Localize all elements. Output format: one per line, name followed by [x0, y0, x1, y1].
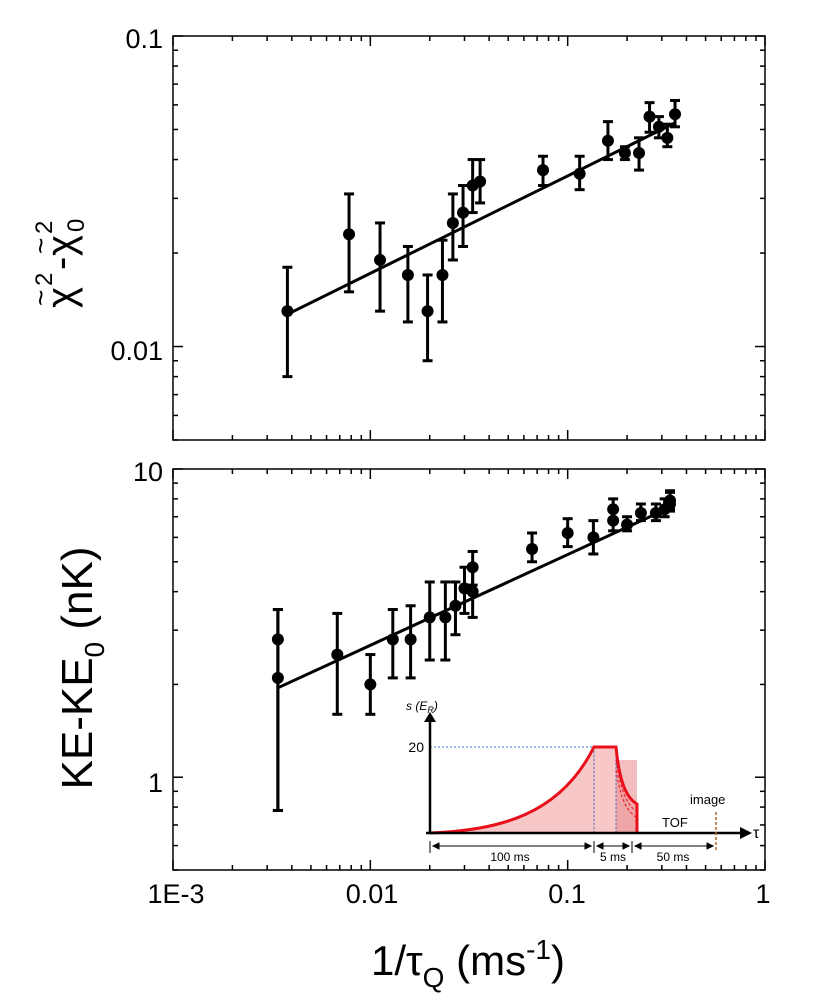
xtick-label-0.1: 0.1	[548, 879, 586, 909]
arrowhead	[431, 842, 440, 850]
bottom-y-axis-label: KE-KE0 (nK)	[53, 547, 110, 790]
bottom-ylabel-main: KE-KE	[53, 657, 102, 789]
bottom-data-point	[439, 611, 452, 624]
bottom-data-series	[271, 489, 676, 812]
interval-label-100ms: 100 ms	[490, 850, 529, 864]
ylabel-chi-2: χ	[39, 235, 83, 256]
top-data-point	[457, 206, 470, 219]
ylabel-tilde-2: ~	[25, 238, 56, 254]
xlabel-post: )	[551, 937, 565, 984]
xlabel-pre: 1/	[371, 937, 406, 984]
top-data-series	[281, 98, 682, 379]
arrowhead	[633, 842, 642, 850]
ylabel-sup: 2	[31, 273, 58, 286]
ylabel-tilde: ~	[25, 290, 56, 306]
xtick-label-1e-3: 1E-3	[147, 879, 204, 909]
bottom-data-point	[587, 531, 600, 544]
ylabel-sup-2: 2	[31, 221, 58, 234]
top-data-point	[281, 305, 294, 318]
xlabel-sup: -1	[526, 934, 551, 965]
inset-ylabel-end: )	[432, 699, 438, 713]
top-data-point	[643, 110, 656, 123]
top-data-point	[573, 167, 586, 180]
inset-tau-label: τ	[753, 825, 760, 842]
inset-level-label: 20	[408, 739, 424, 755]
top-fit-line	[286, 121, 676, 316]
bottom-data-point	[449, 599, 462, 612]
interval-label-50ms: 50 ms	[657, 850, 690, 864]
bottom-axis-ticks	[172, 468, 766, 871]
ylabel-dash: -	[39, 257, 83, 270]
bottom-data-point	[271, 671, 284, 684]
bottom-data-point	[561, 526, 574, 539]
arrowhead	[622, 842, 631, 850]
bottom-ylabel-unit: (nK)	[53, 547, 102, 642]
interval-label-5ms: 5 ms	[600, 850, 626, 864]
top-data-point	[669, 108, 682, 121]
ylabel-chi: χ	[39, 287, 83, 308]
bottom-data-point	[331, 648, 344, 661]
top-data-point	[601, 134, 614, 147]
xtick-label-0.01: 0.01	[346, 879, 399, 909]
top-panel: 0.1 0.01 χ ~ 2 - χ ~ 2 0	[25, 24, 766, 441]
top-ytick-label-0.1: 0.1	[125, 24, 163, 54]
bottom-plot-frame	[172, 468, 766, 871]
xlabel-tau: τ	[406, 937, 423, 984]
xtick-label-1: 1	[755, 879, 770, 909]
bottom-data-point	[526, 543, 539, 556]
bottom-data-point	[634, 506, 647, 519]
top-data-point	[474, 175, 487, 188]
bottom-panel: 100 ms 5 ms 50 ms TOF image τ 20 s (ER) …	[53, 457, 771, 993]
top-data-point	[661, 131, 674, 144]
top-data-point	[446, 216, 459, 229]
inset-ylabel-main: s (E	[406, 699, 428, 713]
bottom-ytick-label-10: 10	[133, 457, 163, 487]
top-data-point	[343, 228, 356, 241]
bottom-ylabel: KE-KE0 (nK)	[53, 547, 110, 790]
inset-alt-curves	[615, 759, 638, 819]
xlabel-mid: (ms	[444, 937, 526, 984]
xlabel-sub: Q	[423, 962, 445, 993]
x-axis-label: 1/τQ (ms-1)	[371, 934, 565, 993]
inset-ramp-fill	[430, 747, 637, 833]
inset-diagram: 100 ms 5 ms 50 ms TOF image τ 20 s (ER)	[406, 699, 760, 864]
top-data-point	[436, 268, 449, 281]
arrowhead	[584, 842, 593, 850]
bottom-data-point	[423, 611, 436, 624]
top-y-axis-label: χ ~ 2 - χ ~ 2 0	[25, 219, 90, 308]
arrowhead	[595, 842, 604, 850]
inset-time-arrowhead	[740, 827, 752, 839]
top-data-point	[537, 164, 550, 177]
bottom-data-point	[621, 518, 634, 531]
top-axis-ticks	[172, 35, 766, 441]
bottom-ytick-label-1: 1	[148, 768, 163, 798]
bottom-data-point	[364, 678, 377, 691]
inset-ylabel: s (ER)	[406, 699, 438, 715]
top-data-point	[633, 146, 646, 159]
inset-image-label: image	[690, 792, 725, 807]
bottom-data-point	[466, 585, 479, 598]
bottom-data-point	[663, 494, 676, 507]
bottom-data-point	[386, 633, 399, 646]
top-data-point	[652, 120, 665, 133]
top-ytick-label-0.01: 0.01	[110, 336, 163, 366]
bottom-data-point	[404, 633, 417, 646]
top-data-point	[401, 268, 414, 281]
inset-interval-arrows	[431, 842, 715, 850]
inset-tof-label: TOF	[662, 815, 688, 830]
inset-y-arrowhead	[424, 712, 436, 722]
bottom-data-point	[607, 514, 620, 527]
ylabel-sub-0: 0	[63, 219, 90, 232]
arrowhead	[706, 842, 715, 850]
bottom-ylabel-sub: 0	[79, 642, 110, 658]
inset-ramp-curve	[429, 745, 639, 835]
inset-ylabel-sub: R	[427, 705, 434, 715]
top-data-point	[618, 146, 631, 159]
top-data-point	[374, 253, 387, 266]
top-data-point	[421, 305, 434, 318]
top-plot-frame	[172, 35, 766, 441]
